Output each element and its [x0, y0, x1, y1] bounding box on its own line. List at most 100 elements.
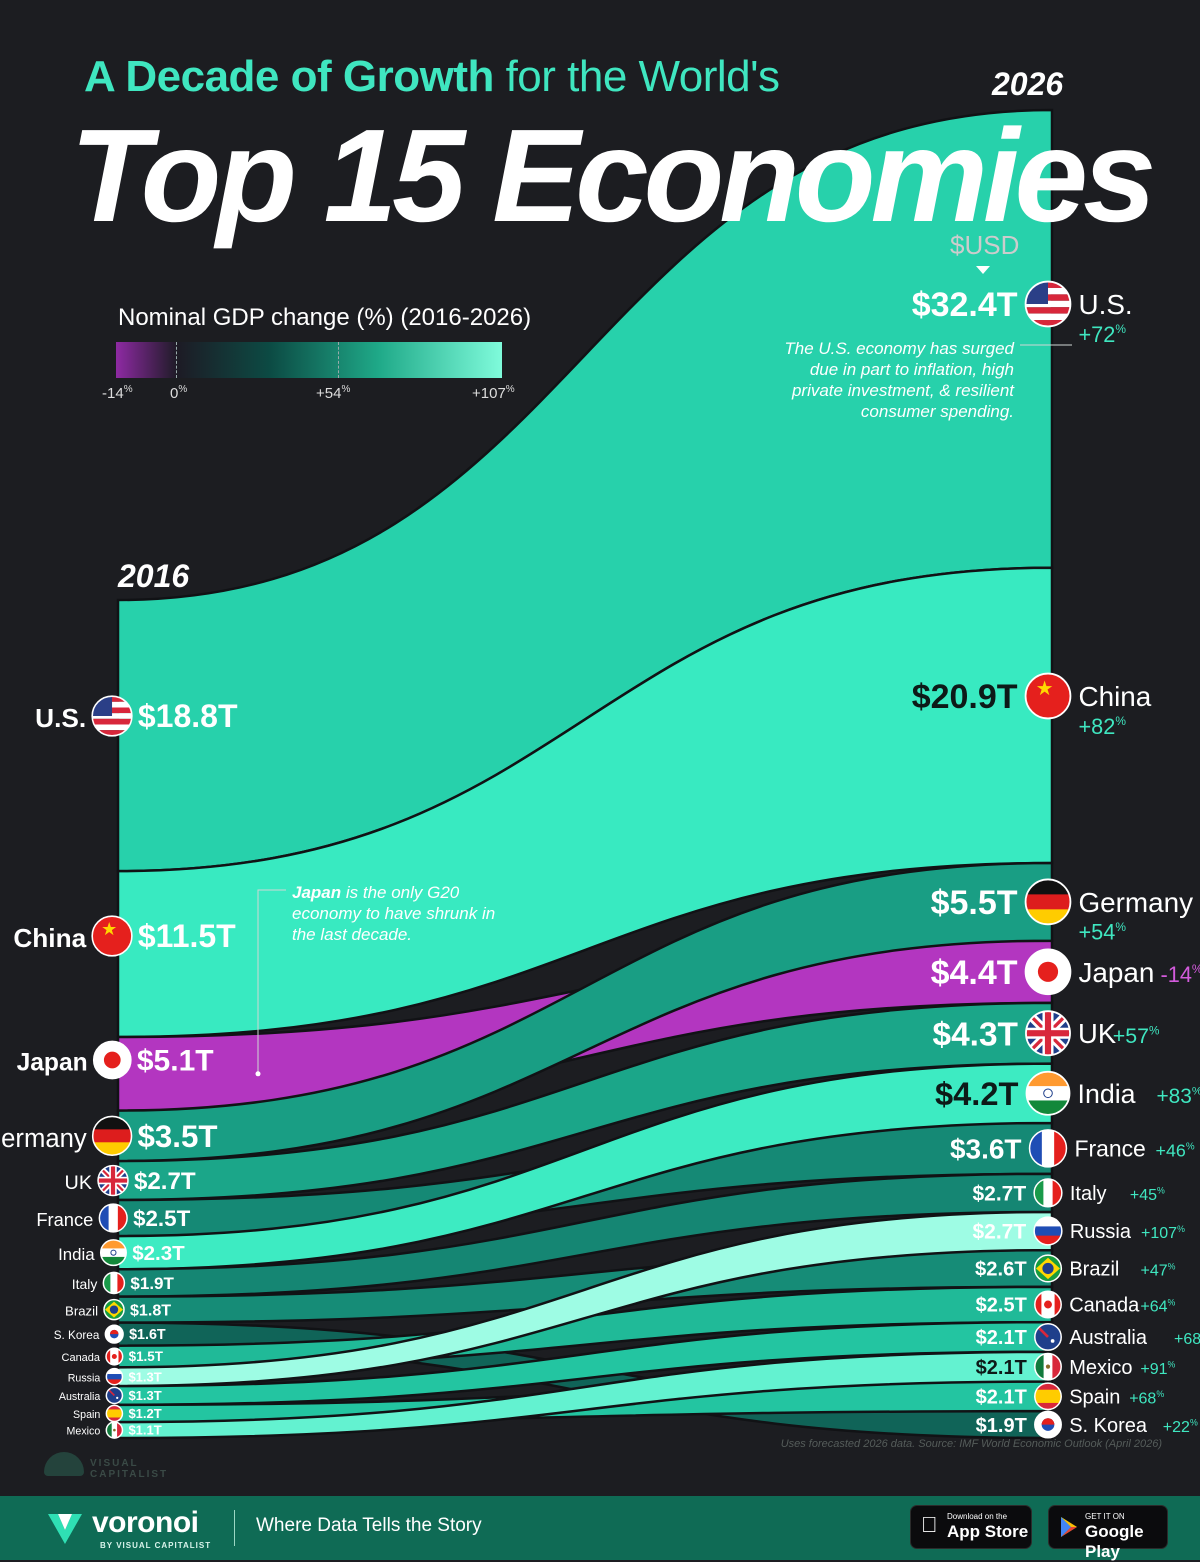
percent-unit: %	[1168, 1261, 1176, 1271]
australia-flag-icon	[1034, 1323, 1062, 1351]
percent-unit: %	[1157, 1186, 1165, 1196]
gdp-change-2026: +83%	[1156, 1085, 1200, 1108]
legend-tick: -14%	[102, 384, 133, 402]
gdp-value-2016: $2.5T	[133, 1206, 190, 1231]
germany-flag-icon	[1024, 878, 1072, 926]
gdp-value-2026: $5.5T	[931, 884, 1018, 922]
gdp-value-2016: $1.9T	[130, 1274, 174, 1293]
gdp-value-2026: $2.1T	[976, 1387, 1027, 1409]
country-name-2026: Spain	[1069, 1387, 1120, 1409]
japan-flag-icon	[92, 1040, 132, 1080]
gdp-change-2026: +22%	[1163, 1417, 1198, 1435]
legend-title: Nominal GDP change (%) (2016-2026)	[118, 304, 532, 331]
china-flag-icon: ★	[1024, 672, 1072, 720]
gdp-value-2026: $2.7T	[973, 1182, 1027, 1205]
gdp-value-2016: $1.1T	[128, 1423, 161, 1438]
spain-flag-icon	[1034, 1382, 1062, 1411]
country-name-2026: Mexico	[1069, 1357, 1132, 1379]
gdp-value-2026: $2.1T	[976, 1357, 1027, 1379]
gdp-value-2026: $4.4T	[931, 954, 1018, 992]
canada-flag-icon	[105, 1347, 124, 1366]
legend-mid-marker	[338, 342, 339, 378]
gdp-value-2016: $1.8T	[130, 1301, 171, 1319]
india-flag-icon	[1025, 1070, 1071, 1116]
country-name-2026: Italy	[1070, 1183, 1107, 1205]
gdp-change-2026: +54%	[1078, 920, 1126, 945]
percent-unit: %	[1192, 1086, 1200, 1098]
gdp-value-2026: $3.6T	[950, 1133, 1022, 1164]
country-name-2026: Germany	[1078, 887, 1193, 918]
gdp-value-2026: $4.3T	[933, 1016, 1019, 1053]
germany-flag-icon	[91, 1115, 133, 1157]
gdp-value-2026: $20.9T	[912, 678, 1018, 716]
gdp-value-2016: $5.1T	[137, 1045, 214, 1078]
uk-flag-icon	[97, 1164, 129, 1197]
uk-flag-icon	[1025, 1010, 1071, 1057]
subtitle-bold: A Decade of Growth	[84, 52, 494, 101]
legend-tick: +107%	[472, 384, 515, 402]
country-name-2016: U.S.	[35, 703, 86, 733]
gdp-value-2016: $1.6T	[129, 1327, 166, 1343]
flow-band-mexico	[116, 1350, 1054, 1440]
country-name-2026: China	[1078, 681, 1151, 712]
gdp-change-2026: +82%	[1078, 714, 1126, 739]
subtitle: A Decade of Growth for the World's	[84, 52, 780, 102]
gdp-value-2016: $1.3T	[128, 1388, 161, 1403]
legend-tick: +54%	[316, 384, 351, 402]
mexico-flag-icon	[105, 1421, 124, 1439]
gdp-change-2026: +91%	[1140, 1359, 1175, 1377]
gdp-change-2026: +107%	[1141, 1224, 1185, 1242]
google-play-button[interactable]: GET IT ON Google Play	[1048, 1505, 1168, 1561]
spain-flag-icon	[105, 1404, 124, 1423]
app-store-button[interactable]:  Download on the App Store	[910, 1505, 1032, 1549]
japan-annotation-dot	[255, 1071, 261, 1077]
voronoi-logo-icon	[48, 1514, 82, 1544]
russia-flag-icon	[105, 1367, 124, 1386]
gdp-change-2026: +46%	[1156, 1141, 1195, 1161]
gdp-value-2026: $2.6T	[975, 1259, 1027, 1281]
brand-name: voronoi	[92, 1506, 199, 1539]
india-flag-icon	[99, 1239, 127, 1267]
gdp-change-2026: +72%	[1078, 322, 1126, 347]
brazil-flag-icon	[1033, 1254, 1063, 1283]
country-name-2026: Russia	[1070, 1221, 1132, 1243]
legend-zero-marker	[176, 342, 177, 378]
gdp-value-2016: $18.8T	[138, 698, 238, 734]
country-name-2026: France	[1074, 1136, 1145, 1162]
gdp-value-2026: $4.2T	[935, 1075, 1018, 1112]
source-note: Uses forecasted 2026 data. Source: IMF W…	[780, 1438, 1162, 1450]
subtitle-light: for the World's	[493, 52, 780, 101]
tagline: Where Data Tells the Story	[256, 1515, 482, 1536]
brazil-flag-icon	[103, 1298, 125, 1321]
percent-unit: %	[1177, 1224, 1185, 1234]
app-store-big-text: App Store	[947, 1522, 1029, 1541]
gdp-change-2026: +64%	[1140, 1297, 1175, 1315]
percent-unit: %	[1168, 1359, 1176, 1369]
currency-arrow-icon	[976, 266, 990, 274]
google-play-icon	[1061, 1517, 1077, 1537]
year-label-2016: 2016	[118, 558, 190, 594]
gdp-value-2016: $2.7T	[134, 1168, 196, 1195]
country-name-2026: U.S.	[1078, 289, 1132, 320]
country-name-2026: Australia	[1069, 1327, 1148, 1349]
russia-flag-icon	[1033, 1216, 1063, 1246]
gdp-change-2026: +45%	[1130, 1186, 1165, 1204]
legend-gradient-bar	[116, 342, 502, 378]
labels: U.S. $18.8T ★ China $11.5T Japan $5.1T Germany $…	[0, 280, 1200, 1439]
country-name-2016: UK	[65, 1172, 92, 1194]
visual-capitalist-watermark: VISUAL CAPITALIST	[90, 1458, 169, 1480]
country-name-2016: France	[36, 1209, 93, 1230]
gdp-value-2026: $1.9T	[976, 1415, 1027, 1437]
mexico-flag-icon	[1034, 1352, 1062, 1381]
country-name-2016: China	[13, 923, 86, 953]
france-flag-icon	[98, 1203, 128, 1233]
gdp-change-2026: +57%	[1113, 1024, 1160, 1048]
apple-icon: 	[921, 1512, 938, 1538]
country-name-2016: Japan	[17, 1050, 88, 1077]
country-name-2016: S. Korea	[54, 1329, 100, 1342]
country-name-2026: S. Korea	[1069, 1415, 1148, 1437]
google-play-big-text: Google Play	[1085, 1522, 1144, 1561]
gdp-value-2016: $2.3T	[132, 1242, 185, 1265]
